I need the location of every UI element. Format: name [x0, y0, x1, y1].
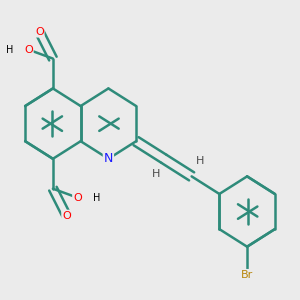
- Text: H: H: [152, 169, 160, 179]
- Text: H: H: [93, 193, 100, 202]
- Text: H: H: [195, 156, 204, 166]
- Text: Br: Br: [241, 270, 253, 280]
- Text: O: O: [24, 45, 33, 55]
- Text: O: O: [73, 193, 82, 202]
- Text: O: O: [62, 211, 71, 220]
- Text: O: O: [35, 27, 44, 37]
- Text: H: H: [6, 45, 13, 55]
- Text: N: N: [104, 152, 113, 165]
